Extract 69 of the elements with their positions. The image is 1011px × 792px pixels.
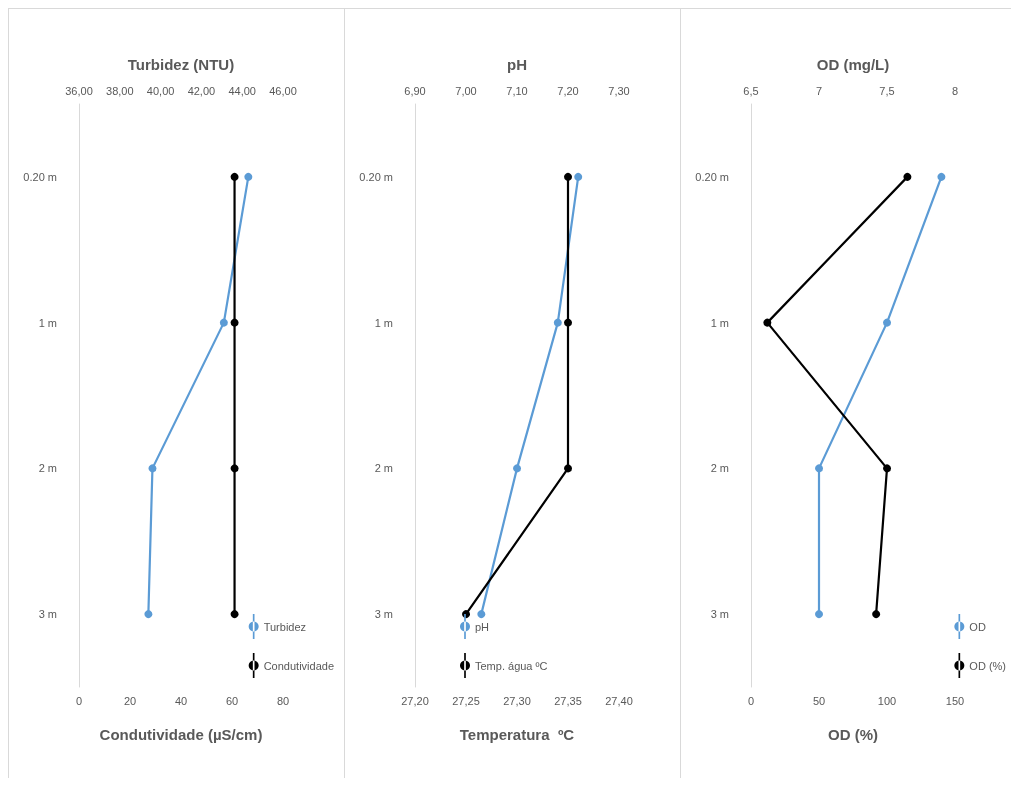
legend-label: Temp. água ºC [475,659,548,672]
point [144,610,153,619]
point [574,172,583,181]
point [883,464,891,473]
x-tick-label: 50 [812,694,826,707]
x-tick-label: 60 [225,694,239,707]
x-axis-title: Condutividade (µS/cm) [99,726,263,743]
point [815,464,823,473]
y-tick-label: 0.20 m [695,170,729,183]
point [903,172,912,181]
x-tick-label: 27,40 [605,694,633,707]
x-tick-label: 80 [276,694,290,707]
x-axis-title: OD (%) [828,726,878,743]
point [244,172,253,181]
x-tick-label: 150 [945,694,965,707]
point [553,318,562,327]
x2-tick-label: 36,00 [65,84,93,97]
x2-tick-label: 6,5 [743,84,759,97]
point [219,318,228,327]
x-tick-label: 27,20 [401,694,429,707]
x2-tick-label: 42,00 [187,84,216,97]
x2-tick-label: 7,30 [608,84,630,97]
y-tick-label: 0.20 m [23,170,57,183]
y-tick-label: 3 m [38,608,57,621]
point [513,464,521,473]
y-tick-label: 1 m [38,316,57,329]
point [937,172,946,181]
point [872,610,881,619]
x-tick-label: 20 [123,694,137,707]
x2-tick-label: 7 [815,84,823,97]
y-tick-label: 1 m [710,316,729,329]
x2-tick-label: 6,90 [404,84,426,97]
y-tick-label: 1 m [374,316,393,329]
point [148,464,157,473]
point [883,318,891,327]
y-tick-label: 2 m [710,462,729,475]
x2-tick-label: 7,20 [557,84,579,97]
y-tick-label: 2 m [38,462,57,475]
y-tick-label: 3 m [710,608,729,621]
x-tick-label: 0 [747,694,755,707]
y-tick-label: 3 m [374,608,393,621]
legend-label: pH [475,620,490,633]
x-tick-label: 27,25 [452,694,480,707]
x2-tick-label: 40,00 [146,84,175,97]
legend-label: Turbidez [263,620,307,633]
x-tick-label: 27,35 [554,694,582,707]
y-tick-label: 0.20 m [359,170,393,183]
point [763,318,772,327]
x2-tick-label: 8 [951,84,959,97]
x2-tick-label: 7,00 [455,84,477,97]
x-axis-title: Temperatura ºC [459,726,575,743]
x-tick-label: 27,30 [503,694,531,707]
x2-tick-label: 7,10 [506,84,528,97]
x2-tick-label: 7,5 [879,84,895,97]
x-tick-label: 0 [75,694,83,707]
legend-label: OD [969,620,986,633]
x2-axis-title: OD (mg/L) [816,56,890,73]
point [477,610,486,619]
x-tick-label: 100 [877,694,897,707]
y-tick-label: 2 m [374,462,393,475]
legend-label: Condutividade [263,659,335,672]
x2-tick-label: 44,00 [228,84,256,97]
x2-tick-label: 38,00 [106,84,134,97]
point [815,610,823,619]
x2-axis-title: pH [507,56,527,73]
x2-axis-title: Turbidez (NTU) [127,56,235,73]
legend-label: OD (%) [969,659,1007,672]
x2-tick-label: 46,00 [269,84,297,97]
x-tick-label: 40 [174,694,188,707]
